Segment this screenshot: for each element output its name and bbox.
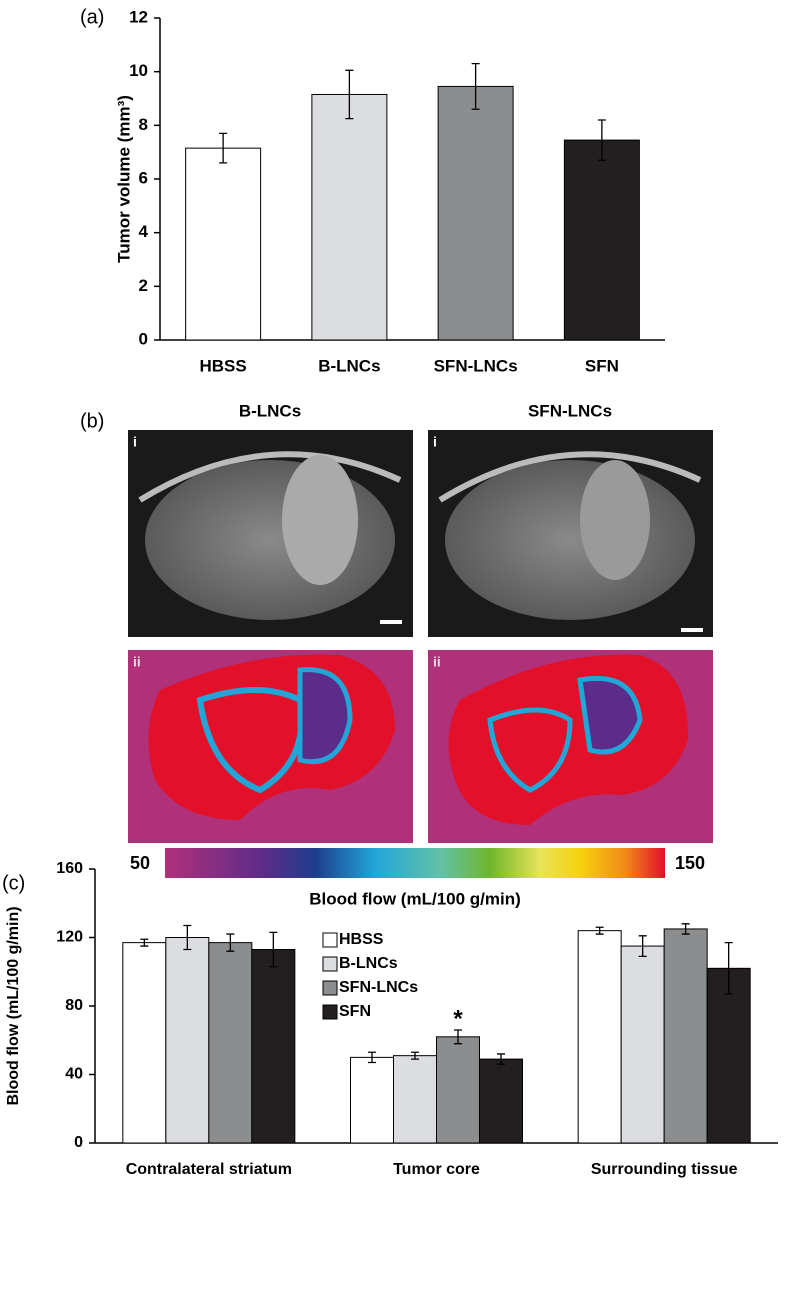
y-axis-label: Tumor volume (mm³) [114, 95, 133, 263]
error-bar [269, 931, 278, 968]
y-tick-label: 8 [139, 115, 148, 134]
bar [185, 147, 262, 341]
y-tick-label: 4 [139, 222, 149, 241]
error-bar [345, 69, 354, 120]
bar [479, 1058, 523, 1144]
error-bar [226, 933, 235, 952]
row-label: i [133, 434, 137, 450]
error-bar [368, 1051, 376, 1064]
error-bar [638, 935, 647, 957]
colorbar [165, 848, 665, 878]
x-tick-label: Tumor core [393, 1161, 480, 1178]
error-bar [454, 1029, 462, 1045]
error-bar [183, 924, 192, 951]
row-label: i [433, 434, 437, 450]
column-title: B-LNCs [239, 401, 301, 420]
colorbar-min: 50 [130, 853, 150, 873]
x-tick-label: HBSS [200, 356, 247, 375]
y-tick-label: 10 [129, 61, 148, 80]
y-tick-label: 120 [56, 929, 83, 946]
colorbar-max: 150 [675, 853, 705, 873]
y-tick-label: 0 [74, 1134, 83, 1151]
error-bar [597, 119, 606, 161]
bar [393, 1055, 437, 1144]
bar [208, 942, 253, 1144]
panel-label: (a) [80, 6, 104, 28]
bar [437, 85, 514, 341]
legend-label: B-LNCs [339, 955, 398, 972]
bar [436, 1036, 480, 1144]
bar [563, 139, 640, 341]
legend-swatch [322, 1004, 338, 1020]
bar [165, 937, 210, 1144]
y-tick-label: 40 [65, 1066, 83, 1083]
legend-swatch [322, 980, 338, 996]
error-bar [219, 132, 228, 164]
column-title: SFN-LNCs [528, 401, 612, 420]
bar [620, 945, 665, 1144]
y-tick-label: 0 [139, 329, 148, 348]
x-tick-label: SFN-LNCs [434, 356, 518, 375]
legend-label: HBSS [339, 931, 384, 948]
y-axis-label: Blood flow (mL/100 g/min) [5, 906, 22, 1105]
mri-image [428, 430, 713, 637]
bar [122, 942, 167, 1144]
legend-label: SFN-LNCs [339, 979, 418, 996]
legend-swatch [322, 932, 338, 948]
panel-b: B-LNCs SFN-LNCs i i [128, 401, 713, 908]
y-tick-label: 6 [139, 168, 148, 187]
error-bar [681, 923, 690, 935]
flow-map [128, 650, 413, 843]
panel-label: (c) [2, 872, 25, 894]
y-tick-label: 12 [129, 7, 148, 26]
mri-image [128, 430, 413, 637]
x-tick-label: SFN [585, 356, 619, 375]
bar [311, 93, 388, 341]
bar [577, 930, 622, 1144]
annotation: * [453, 1005, 463, 1032]
x-tick-label: B-LNCs [318, 356, 380, 375]
legend-swatch [322, 956, 338, 972]
bar [350, 1056, 394, 1144]
error-bar [595, 926, 604, 935]
flow-map [428, 650, 713, 843]
y-tick-label: 160 [56, 860, 83, 877]
x-tick-label: Surrounding tissue [591, 1161, 738, 1178]
error-bar [140, 938, 149, 947]
colorbar-label: Blood flow (mL/100 g/min) [309, 889, 521, 908]
error-bar [497, 1053, 505, 1065]
bar [663, 928, 708, 1144]
row-label: ii [433, 654, 441, 670]
panel-label: (b) [80, 410, 104, 432]
y-tick-label: 80 [65, 997, 83, 1014]
error-bar [724, 941, 733, 995]
x-tick-label: Contralateral striatum [126, 1161, 292, 1178]
y-tick-label: 2 [139, 276, 148, 295]
row-label: ii [133, 654, 141, 670]
bar [251, 948, 296, 1144]
error-bar [411, 1051, 419, 1060]
error-bar [471, 62, 480, 110]
legend-label: SFN [339, 1003, 371, 1020]
